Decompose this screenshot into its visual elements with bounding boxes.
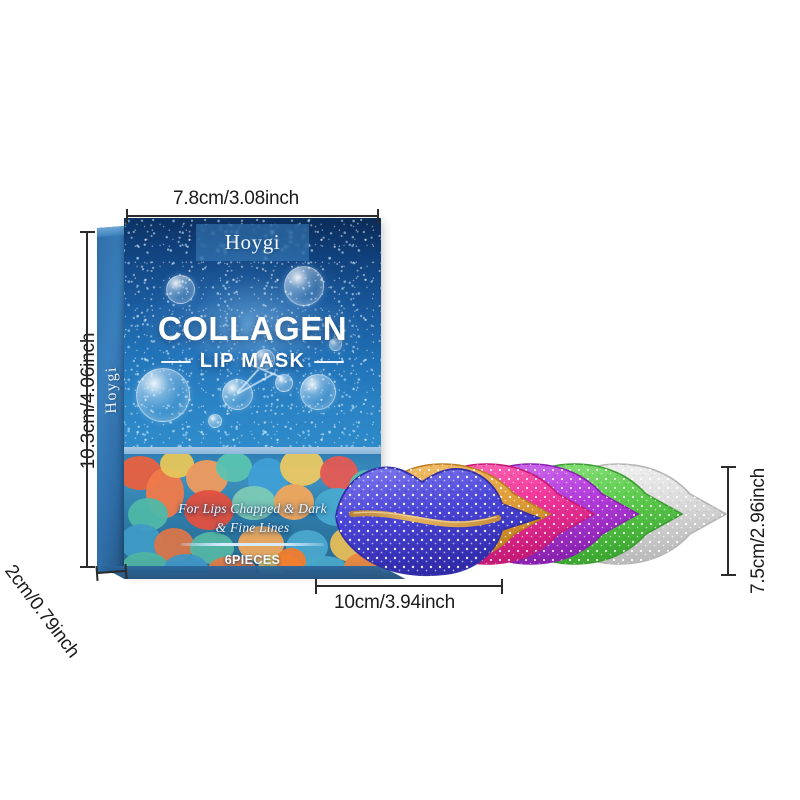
coral-shape [274,484,314,520]
box-glitter-panel: Hoygi COLLAGEN LIP MASK [124,218,381,450]
coral-shape [232,486,276,520]
coral-reef-band: For Lips Chapped & Dark & Fine Lines 6PI… [124,454,381,573]
dimension-line-box-width [126,215,379,217]
dimension-cap-box-height-bottom [80,566,95,568]
dimension-label-mask-height: 7.5cm/2.96inch [748,467,769,595]
bubble-tiny-b [329,338,342,351]
box-front-face: Hoygi COLLAGEN LIP MASK [124,218,381,573]
dimension-line-box-height [86,231,88,568]
bubble-medium-center [222,379,253,410]
bubble-top-left [166,275,195,304]
brand-name: Hoygi [224,230,281,254]
dimension-cap-box-width-right [377,209,379,224]
tagline-underline [180,543,325,546]
product-title: COLLAGEN [157,310,348,347]
bubble-large-left [136,368,190,422]
dimension-cap-box-height-top [80,231,95,233]
package-quantity: 6PIECES [224,553,281,567]
subtitle-rule-left [160,360,191,363]
dimension-label-mask-width: 10cm/3.94inch [334,592,455,613]
product-subtitle: LIP MASK [199,350,306,372]
bubble-small-mid [275,374,293,392]
coral-shape [184,490,234,530]
dimension-cap-mask-width-right [501,579,503,594]
dimension-label-box-height: 10.3cm/4.06inch [78,332,99,470]
dimension-cap-box-width-left [126,209,128,224]
bubble-right-pearl [300,374,336,410]
dimension-label-box-width: 7.8cm/3.08inch [173,188,300,209]
dimension-cap-mask-height-top [721,466,736,468]
bubble-top-right [284,266,324,306]
dimension-line-mask-width [315,585,503,587]
dimension-cap-mask-width-left [315,579,317,594]
package-tagline: For Lips Chapped & Dark & Fine Lines [124,500,381,537]
bubble-tiny-a [208,414,222,428]
product-subtitle-row: LIP MASK [124,350,381,373]
tagline-line-1: For Lips Chapped & Dark [178,501,327,516]
dimension-cap-mask-height-bottom [721,574,736,576]
coral-shape [280,454,324,486]
coral-shape [216,454,252,482]
dimension-line-mask-height [727,466,729,576]
tagline-line-2: & Fine Lines [215,519,290,535]
brand-banner: Hoygi [195,224,310,261]
subtitle-rule-right [314,360,345,363]
blue-lip-mask [330,448,545,588]
panel-divider [124,447,381,454]
